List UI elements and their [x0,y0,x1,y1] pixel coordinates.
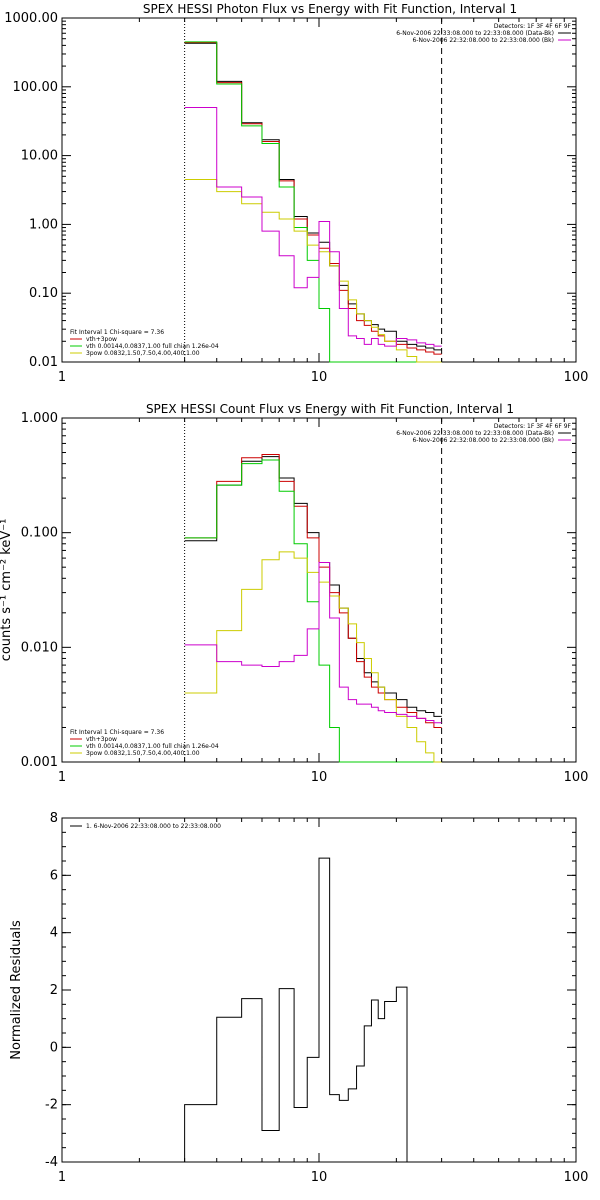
panel-3-y-axis-label: Normalized Residuals [9,920,24,1060]
series-line [184,551,442,763]
y-tick-label: 0.001 [21,755,58,770]
fit-legend-entry: 3pow 0.0832,1.50,7.50,4.00,400,1.00 [86,350,200,357]
panel-photon-flux: SPEX HESSI Photon Flux vs Energy with Fi… [4,2,588,385]
panel-1-fit-legend: Fit Interval 1 Chi-square = 7.36vth+3pow… [70,329,219,357]
y-tick-label: 8 [50,811,58,826]
y-tick-label: 2 [50,983,58,998]
x-tick-label: 100 [564,370,589,385]
panel-2-title: SPEX HESSI Count Flux vs Energy with Fit… [146,402,514,416]
x-tick-label: 10 [311,370,328,385]
y-tick-label: 0.01 [29,355,58,370]
panel-1-ticks: 1 10 100 0.01 0.10 1.00 10.00 100.00 1000.00 [4,11,588,385]
fit-legend-entry: vth+3pow [86,736,117,743]
x-tick-label: 100 [564,770,589,785]
fit-legend-entry: vth 0.00144,0.0837,1.00 full chian 1.26e… [86,743,219,750]
panel-1-title: SPEX HESSI Photon Flux vs Energy with Fi… [143,2,517,16]
y-tick-label: 100.00 [13,80,59,95]
panel-2-plot-area [184,418,443,763]
series-line [184,42,442,355]
legend-entry: 6-Nov-2006 22:33:08.000 to 22:33:08.000 … [396,430,554,437]
legend-entry: Detectors: 1F 3F 4F 6F 9F [494,423,572,430]
legend-entry: 6-Nov-2006 22:32:08.000 to 22:33:08.000 … [412,37,554,44]
y-tick-label: 6 [50,868,58,883]
panel-3-ticks: 1 10 100 -4 -2 0 2 4 6 8 [45,811,588,1185]
y-tick-label: 0 [50,1040,58,1055]
y-tick-label: 0.100 [21,526,58,541]
legend-entry: 6-Nov-2006 22:32:08.000 to 22:33:08.000 … [412,437,554,444]
y-tick-label: 10.00 [21,149,58,164]
y-tick-label: 1000.00 [4,11,58,26]
series-line [184,178,442,363]
y-tick-label: 1.00 [29,217,58,232]
series-line [184,561,442,724]
panel-3-legend: 1. 6-Nov-2006 22:33:08.000 to 22:33:08.0… [70,823,221,830]
y-tick-label: -2 [45,1098,58,1113]
x-tick-label: 1 [58,370,66,385]
series-line [184,454,442,728]
series-line [184,41,442,363]
x-tick-label: 100 [564,1170,589,1185]
legend-entry: 1. 6-Nov-2006 22:33:08.000 to 22:33:08.0… [86,823,221,830]
series-line [184,42,442,351]
x-tick-label: 1 [58,770,66,785]
y-tick-label: 0.10 [29,286,58,301]
panel-2-ticks: 1 10 100 0.001 0.010 0.100 1.000 [21,411,589,785]
x-tick-label: 10 [311,1170,328,1185]
series-line [184,857,408,1162]
fit-legend-entry: Fit Interval 1 Chi-square = 7.36 [70,329,164,336]
panel-1-plot-area [184,18,443,363]
panel-1-frame [61,17,577,363]
y-tick-label: 1.000 [21,411,58,426]
x-tick-label: 1 [58,1170,66,1185]
panel-3-plot-area [184,857,408,1162]
panel-1-legend: Detectors: 1F 3F 4F 6F 9F6-Nov-2006 22:3… [396,23,571,44]
y-tick-label: 0.010 [21,640,58,655]
panel-2-legend: Detectors: 1F 3F 4F 6F 9F6-Nov-2006 22:3… [396,423,571,444]
panel-residuals: Normalized Residuals 1. 6-Nov-2006 22:33… [9,811,588,1185]
x-tick-label: 10 [311,770,328,785]
y-tick-label: 4 [50,926,58,941]
panel-2-y-axis-label: counts s⁻¹ cm⁻² keV⁻¹ [0,519,14,662]
series-line [184,107,442,347]
fit-legend-entry: Fit Interval 1 Chi-square = 7.36 [70,729,164,736]
y-tick-label: -4 [45,1155,58,1170]
fit-legend-entry: 3pow 0.0832,1.50,7.50,4.00,400,1.00 [86,750,200,757]
fit-legend-entry: vth+3pow [86,336,117,343]
panel-2-fit-legend: Fit Interval 1 Chi-square = 7.36vth+3pow… [70,729,219,757]
fit-legend-entry: vth 0.00144,0.0837,1.00 full chian 1.26e… [86,343,219,350]
legend-entry: Detectors: 1F 3F 4F 6F 9F [494,23,572,30]
legend-entry: 6-Nov-2006 22:33:08.000 to 22:33:08.000 … [396,30,554,37]
series-line [184,456,442,717]
panel-count-flux: SPEX HESSI Count Flux vs Energy with Fit… [0,402,588,785]
